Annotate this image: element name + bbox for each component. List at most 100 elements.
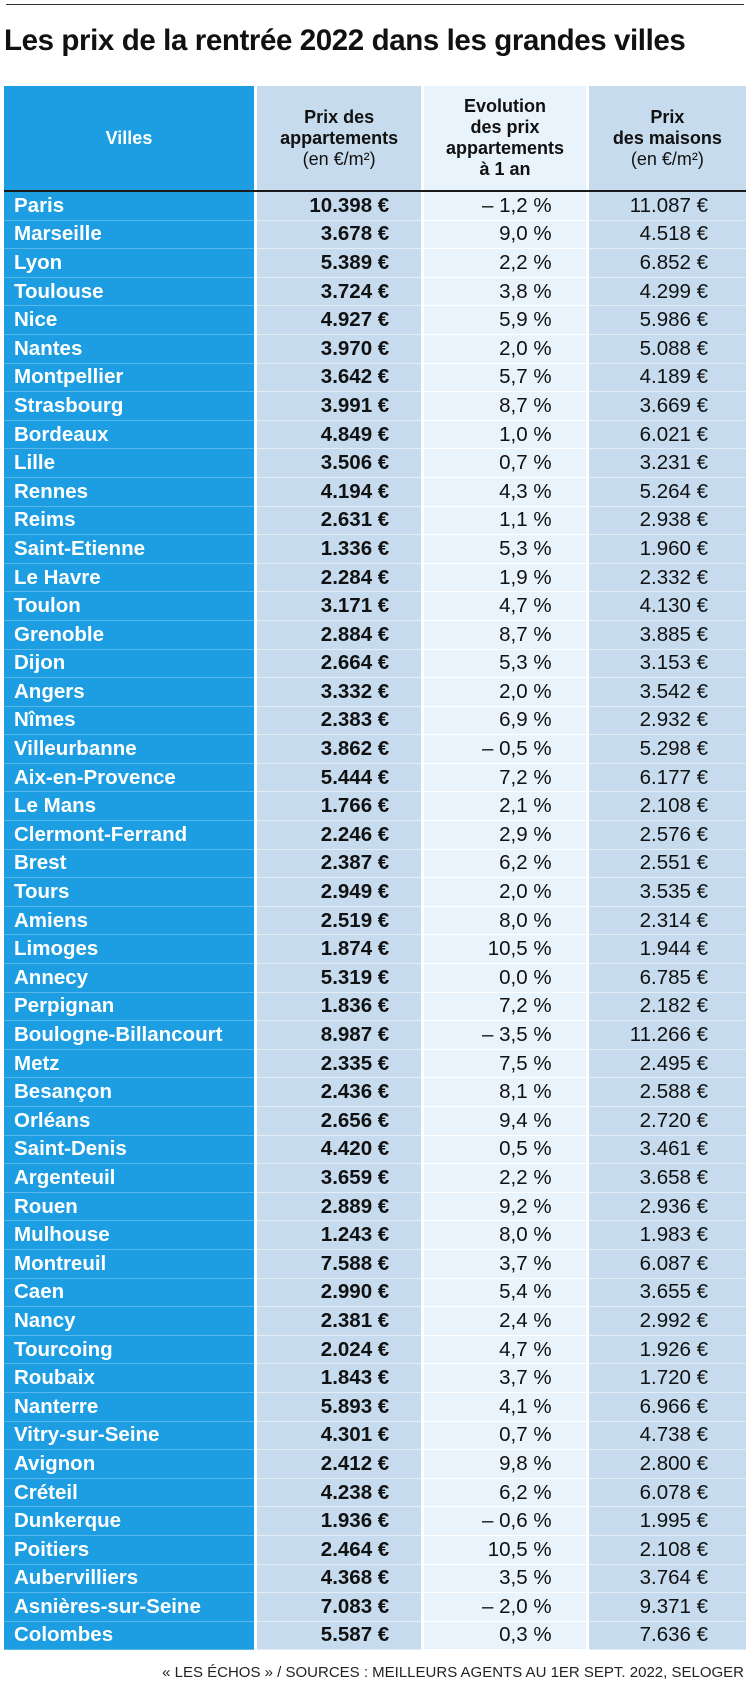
evolution-cell: 2,0 %: [424, 878, 586, 907]
house-price-cell: 2.800 €: [588, 1450, 746, 1479]
table-row: Perpignan 1.836 €7,2 % 2.182 €: [4, 992, 746, 1022]
house-price-cell: 6.966 €: [588, 1392, 746, 1422]
evolution-cell: 10,5 %: [424, 1535, 586, 1565]
house-price-cell: 1.926 €: [588, 1335, 746, 1365]
table-row: Bordeaux 4.849 €1,0 % 6.021 €: [4, 420, 746, 450]
table-row: Limoges 1.874 €10,5 % 1.944 €: [4, 935, 746, 965]
house-price-cell: 9.371 €: [588, 1593, 746, 1622]
city-cell: Mulhouse: [4, 1221, 254, 1250]
apartment-price-cell: 4.927 €: [256, 306, 422, 335]
city-cell: Villeurbanne: [4, 735, 254, 764]
apartment-price-cell: 2.284 €: [256, 563, 422, 593]
city-cell: Caen: [4, 1278, 254, 1308]
house-price-cell: 4.518 €: [588, 220, 746, 250]
evolution-cell: 3,7 %: [424, 1249, 586, 1279]
city-cell: Strasbourg: [4, 392, 254, 421]
table-row: Lyon 5.389 €2,2 % 6.852 €: [4, 249, 746, 278]
apartment-price-cell: 2.990 €: [256, 1278, 422, 1308]
city-cell: Saint-Denis: [4, 1135, 254, 1165]
apartment-price-cell: 8.987 €: [256, 1021, 422, 1050]
evolution-cell: 9,8 %: [424, 1450, 586, 1479]
table-row: Aubervilliers 4.368 €3,5 % 3.764 €: [4, 1564, 746, 1594]
house-price-cell: 3.461 €: [588, 1135, 746, 1165]
evolution-cell: 1,0 %: [424, 420, 586, 450]
house-price-cell: 2.108 €: [588, 1535, 746, 1565]
evolution-cell: – 2,0 %: [424, 1593, 586, 1622]
table-row: Argenteuil 3.659 €2,2 % 3.658 €: [4, 1164, 746, 1193]
apartment-price-cell: 2.631 €: [256, 506, 422, 536]
evolution-cell: 8,7 %: [424, 392, 586, 421]
house-price-cell: 5.298 €: [588, 735, 746, 764]
table-row: Montreuil 7.588 €3,7 % 6.087 €: [4, 1249, 746, 1279]
house-price-cell: 3.535 €: [588, 878, 746, 907]
table-row: Dijon 2.664 €5,3 % 3.153 €: [4, 649, 746, 679]
apartment-price-cell: 1.843 €: [256, 1364, 422, 1393]
house-price-cell: 2.314 €: [588, 906, 746, 936]
header-prix-maisons-line1: Prix: [650, 106, 685, 127]
house-price-cell: 3.885 €: [588, 620, 746, 650]
apartment-price-cell: 2.024 €: [256, 1335, 422, 1365]
house-price-cell: 6.852 €: [588, 249, 746, 278]
city-cell: Roubaix: [4, 1364, 254, 1393]
city-cell: Créteil: [4, 1478, 254, 1508]
apartment-price-cell: 2.387 €: [256, 849, 422, 879]
evolution-cell: 5,7 %: [424, 363, 586, 393]
city-cell: Reims: [4, 506, 254, 536]
evolution-cell: 6,9 %: [424, 706, 586, 736]
evolution-cell: 9,2 %: [424, 1192, 586, 1222]
apartment-price-cell: 3.724 €: [256, 277, 422, 307]
table-row: Lille 3.506 €0,7 % 3.231 €: [4, 449, 746, 478]
apartment-price-cell: 1.243 €: [256, 1221, 422, 1250]
evolution-cell: 7,5 %: [424, 1049, 586, 1079]
table-row: Nancy 2.381 €2,4 % 2.992 €: [4, 1307, 746, 1336]
evolution-cell: 7,2 %: [424, 763, 586, 793]
city-cell: Rennes: [4, 477, 254, 507]
city-cell: Nanterre: [4, 1392, 254, 1422]
evolution-cell: 4,3 %: [424, 477, 586, 507]
apartment-price-cell: 5.389 €: [256, 249, 422, 278]
apartment-price-cell: 1.766 €: [256, 792, 422, 822]
apartment-price-cell: 10.398 €: [256, 192, 422, 221]
evolution-cell: 8,0 %: [424, 906, 586, 936]
house-price-cell: 2.936 €: [588, 1192, 746, 1222]
apartment-price-cell: 1.874 €: [256, 935, 422, 965]
table-row: Villeurbanne 3.862 € – 0,5 % 5.298 €: [4, 735, 746, 764]
city-cell: Toulon: [4, 592, 254, 621]
city-cell: Besançon: [4, 1078, 254, 1107]
evolution-cell: 0,3 %: [424, 1621, 586, 1651]
apartment-price-cell: 2.412 €: [256, 1450, 422, 1479]
table-row: Besançon 2.436 €8,1 % 2.588 €: [4, 1078, 746, 1107]
house-price-cell: 3.231 €: [588, 449, 746, 478]
header-evolution-line2: des prix: [470, 117, 540, 137]
table-row: Tours 2.949 €2,0 % 3.535 €: [4, 878, 746, 907]
city-cell: Aix-en-Provence: [4, 763, 254, 793]
header-prix-appartements-line1: Prix des: [304, 106, 375, 127]
table-row: Clermont-Ferrand 2.246 €2,9 % 2.576 €: [4, 821, 746, 850]
table-row: Le Havre 2.284 €1,9 % 2.332 €: [4, 563, 746, 593]
apartment-price-cell: 2.436 €: [256, 1078, 422, 1107]
house-price-cell: 7.636 €: [588, 1621, 746, 1651]
table-row: Strasbourg 3.991 €8,7 % 3.669 €: [4, 392, 746, 421]
header-evolution-line3: appartements: [445, 138, 564, 158]
city-cell: Nantes: [4, 334, 254, 364]
city-cell: Tours: [4, 878, 254, 907]
house-price-cell: 4.299 €: [588, 277, 746, 307]
apartment-price-cell: 4.238 €: [256, 1478, 422, 1508]
table-row: Rennes 4.194 €4,3 % 5.264 €: [4, 477, 746, 507]
city-cell: Vitry-sur-Seine: [4, 1421, 254, 1451]
house-price-cell: 1.944 €: [588, 935, 746, 965]
apartment-price-cell: 3.506 €: [256, 449, 422, 478]
city-cell: Asnières-sur-Seine: [4, 1593, 254, 1622]
house-price-cell: 6.021 €: [588, 420, 746, 450]
table-row: Reims 2.631 €1,1 % 2.938 €: [4, 506, 746, 536]
evolution-cell: 9,4 %: [424, 1107, 586, 1136]
table-row: Nîmes 2.383 €6,9 % 2.932 €: [4, 706, 746, 736]
table-row: Boulogne-Billancourt 8.987 € – 3,5 % 11.266…: [4, 1021, 746, 1050]
page-title: Les prix de la rentrée 2022 dans les gra…: [4, 24, 686, 57]
city-cell: Dijon: [4, 649, 254, 679]
evolution-cell: 2,2 %: [424, 1164, 586, 1193]
house-price-cell: 6.087 €: [588, 1249, 746, 1279]
evolution-cell: – 0,6 %: [424, 1507, 586, 1536]
city-cell: Nîmes: [4, 706, 254, 736]
